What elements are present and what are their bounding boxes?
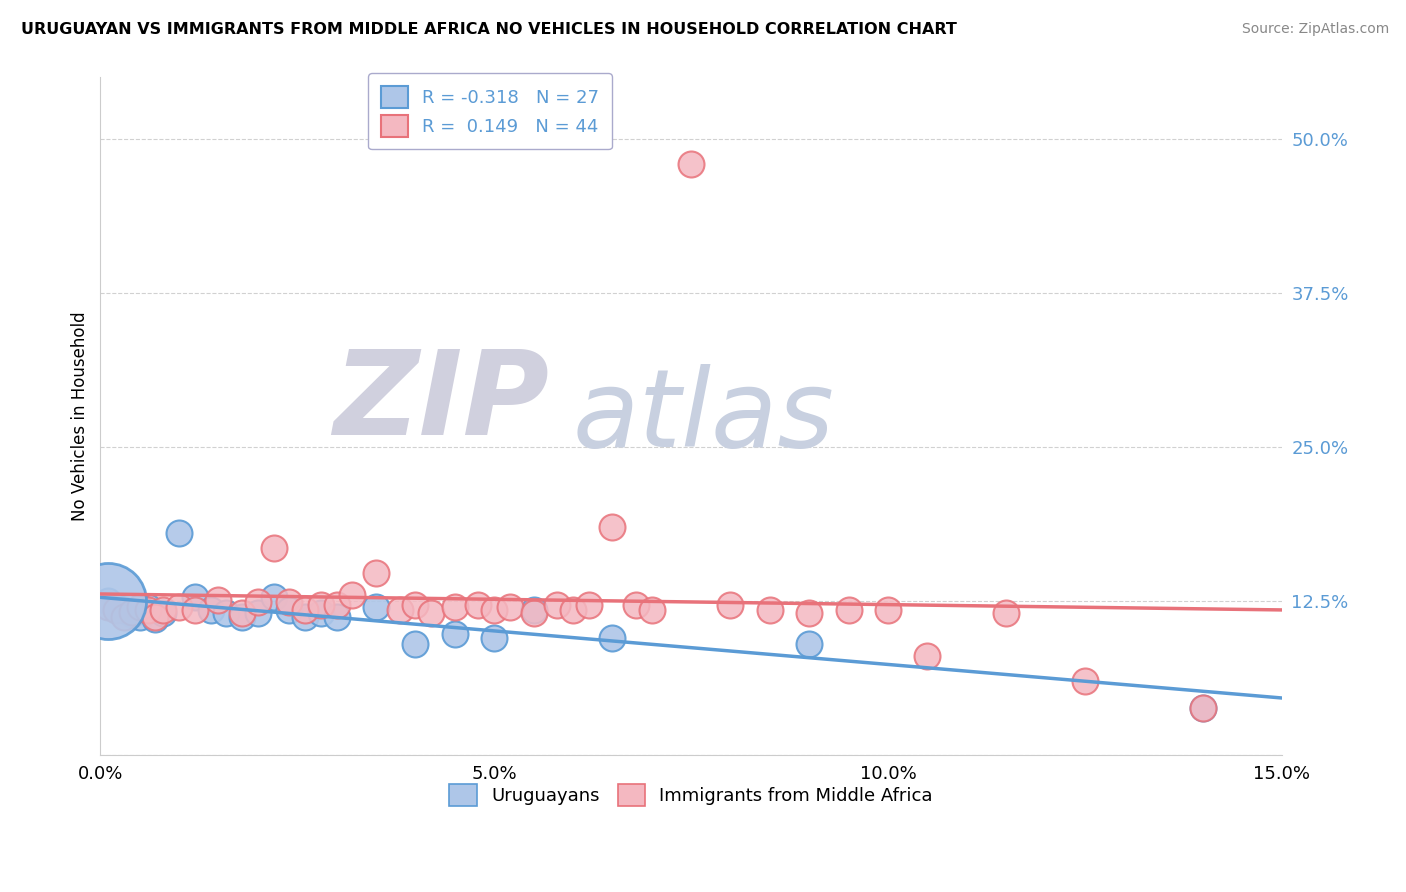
Text: ZIP: ZIP [333,345,550,460]
Point [112,610,135,624]
Point [799,607,821,621]
Point [364,566,387,580]
Point [294,610,316,624]
Point [759,602,782,616]
Point [105,600,128,615]
Point [128,600,150,615]
Point [136,600,159,615]
Point [152,602,174,616]
Point [278,595,301,609]
Point [561,602,583,616]
Point [246,595,269,609]
Point [152,607,174,621]
Point [1192,701,1215,715]
Point [600,631,623,645]
Point [522,607,544,621]
Point [799,637,821,651]
Point [420,607,443,621]
Point [467,598,489,612]
Point [522,602,544,616]
Point [207,592,229,607]
Point [364,600,387,615]
Point [546,598,568,612]
Point [600,520,623,534]
Text: Source: ZipAtlas.com: Source: ZipAtlas.com [1241,22,1389,37]
Point [838,602,860,616]
Point [200,602,222,616]
Point [97,594,120,608]
Point [404,637,426,651]
Point [263,591,285,605]
Point [184,591,207,605]
Point [309,598,332,612]
Point [215,607,238,621]
Point [112,602,135,616]
Point [263,541,285,555]
Point [294,602,316,616]
Point [325,598,347,612]
Point [482,602,505,616]
Point [246,607,269,621]
Point [342,588,364,602]
Point [640,602,662,616]
Point [443,600,465,615]
Point [128,610,150,624]
Point [624,598,647,612]
Point [404,598,426,612]
Point [167,600,190,615]
Point [145,610,167,624]
Point [97,600,120,615]
Point [499,600,522,615]
Point [145,612,167,626]
Text: atlas: atlas [572,364,835,468]
Legend: Uruguayans, Immigrants from Middle Africa: Uruguayans, Immigrants from Middle Afric… [443,777,939,814]
Text: URUGUAYAN VS IMMIGRANTS FROM MIDDLE AFRICA NO VEHICLES IN HOUSEHOLD CORRELATION : URUGUAYAN VS IMMIGRANTS FROM MIDDLE AFRI… [21,22,957,37]
Point [231,610,253,624]
Point [309,607,332,621]
Point [443,627,465,641]
Point [578,598,600,612]
Point [121,607,143,622]
Point [1192,701,1215,715]
Point [917,649,939,664]
Point [679,156,702,170]
Point [97,594,120,608]
Point [278,602,301,616]
Point [388,602,411,616]
Point [1074,673,1097,688]
Point [184,602,207,616]
Y-axis label: No Vehicles in Household: No Vehicles in Household [72,311,89,521]
Point [105,602,128,616]
Point [995,607,1018,621]
Point [718,598,741,612]
Point [482,631,505,645]
Point [231,607,253,621]
Point [121,605,143,619]
Point [167,526,190,541]
Point [877,602,900,616]
Point [325,610,347,624]
Point [136,602,159,616]
